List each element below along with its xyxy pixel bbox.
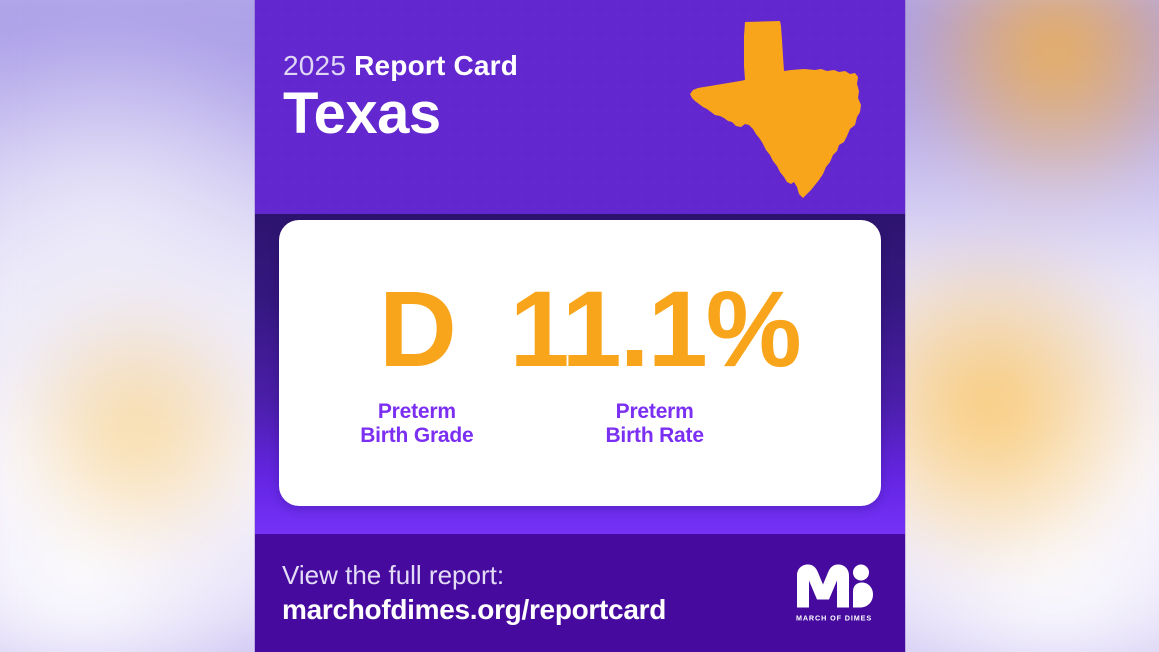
post-header: 2025 Report Card Texas	[255, 0, 905, 214]
stat-preterm-birth-rate: 11.1% Preterm Birth Rate	[492, 268, 818, 448]
grade-label-line1: Preterm	[377, 399, 456, 423]
logo-wordmark: MARCH OF DIMES	[795, 613, 873, 623]
grade-label: Preterm Birth Grade	[360, 399, 474, 448]
page-title: Texas	[283, 81, 441, 147]
footer-cta-line1: View the full report:	[282, 560, 505, 591]
rate-label-line2: Birth Rate	[605, 423, 704, 447]
report-card-post: 2025 Report Card Texas D Preterm Birth G…	[255, 0, 905, 652]
texas-state-map-icon	[690, 21, 861, 198]
post-footer: View the full report: marchofdimes.org/r…	[255, 534, 905, 652]
rate-label-line1: Preterm	[615, 399, 694, 423]
kicker-label: Report Card	[354, 50, 519, 81]
march-of-dimes-logo-icon	[797, 564, 873, 608]
header-text-block: 2025 Report Card Texas	[283, 50, 518, 145]
stat-card: D Preterm Birth Grade 11.1% Preterm Birt…	[279, 220, 881, 506]
grade-value: D	[378, 268, 457, 390]
rate-label: Preterm Birth Rate	[605, 399, 704, 448]
stats-band: D Preterm Birth Grade 11.1% Preterm Birt…	[255, 214, 905, 534]
rate-value: 11.1%	[509, 268, 802, 390]
kicker-year: 2025	[283, 50, 347, 81]
report-url-link[interactable]: marchofdimes.org/reportcard	[282, 593, 666, 625]
report-card-kicker: 2025 Report Card	[283, 50, 518, 82]
stat-preterm-birth-grade: D Preterm Birth Grade	[342, 268, 491, 448]
footer-cta: View the full report: marchofdimes.org/r…	[282, 559, 666, 627]
grade-label-line2: Birth Grade	[360, 423, 474, 447]
march-of-dimes-logo[interactable]: MARCH OF DIMES	[791, 564, 877, 623]
